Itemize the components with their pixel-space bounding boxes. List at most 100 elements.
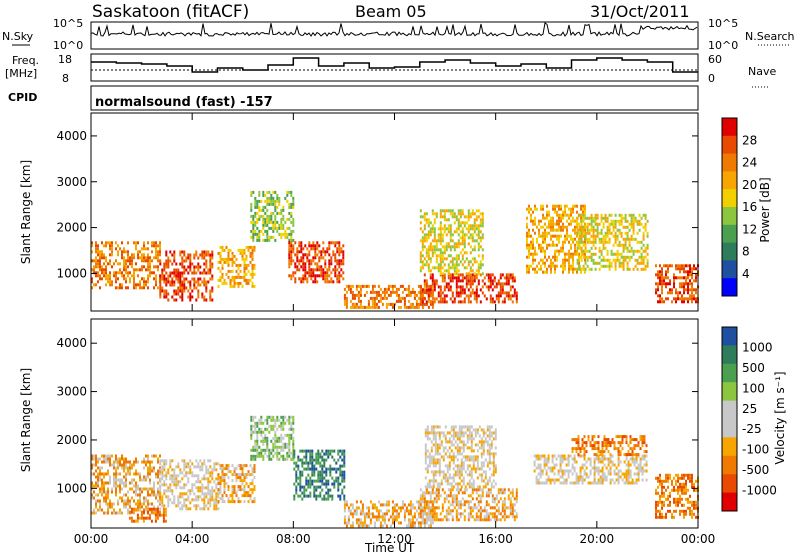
- velocity-cell: [173, 483, 176, 487]
- velocity-cell: [95, 493, 97, 497]
- velocity-cell: [115, 460, 117, 464]
- power-cell: [139, 283, 141, 287]
- velocity-cell: [288, 439, 291, 443]
- power-cell: [576, 204, 578, 208]
- power-cell: [471, 288, 474, 292]
- velocity-cell: [213, 468, 216, 472]
- velocity-cell: [331, 494, 334, 498]
- velocity-band: [419, 488, 518, 522]
- velocity-cell: [301, 458, 304, 462]
- velocity-cell: [421, 494, 424, 498]
- power-cell: [526, 234, 528, 238]
- power-cell: [429, 230, 432, 234]
- power-cell: [249, 278, 252, 282]
- power-cell: [439, 288, 442, 292]
- velocity-cell: [136, 516, 139, 520]
- velocity-cell: [425, 515, 428, 519]
- velocity-cell: [107, 490, 109, 494]
- power-cell: [135, 268, 137, 272]
- power-cell: [147, 262, 149, 266]
- velocity-cell: [133, 499, 135, 503]
- power-cell: [443, 212, 446, 216]
- power-cell: [475, 285, 478, 289]
- velocity-cell: [359, 512, 362, 516]
- velocity-cell: [438, 458, 441, 462]
- power-cell: [209, 292, 212, 296]
- power-cell: [326, 271, 329, 275]
- power-cell: [588, 237, 591, 241]
- velocity-cell: [297, 467, 300, 471]
- power-cell: [155, 247, 157, 251]
- power-cell: [157, 250, 159, 254]
- velocity-cell: [250, 457, 253, 461]
- velocity-cell: [163, 480, 166, 484]
- power-cell: [153, 256, 155, 260]
- power-band: [159, 250, 214, 302]
- power-cell: [149, 259, 151, 263]
- power-cell: [526, 207, 528, 211]
- power-cell: [127, 250, 129, 254]
- power-cell: [276, 196, 279, 200]
- velocity-cell: [515, 497, 518, 501]
- power-cell: [683, 285, 685, 289]
- power-cell: [661, 288, 663, 292]
- velocity-cell: [329, 464, 332, 468]
- velocity-cell: [142, 516, 145, 520]
- velocity-cell: [515, 488, 518, 492]
- velocity-cell: [205, 492, 208, 496]
- velocity-cell: [153, 481, 155, 485]
- velocity-cell: [432, 437, 435, 441]
- power-cell: [538, 243, 540, 247]
- power-cell: [556, 228, 558, 232]
- power-cell: [562, 222, 564, 226]
- velocity-cell: [511, 503, 514, 507]
- velocity-cell: [379, 509, 382, 513]
- velocity-cell: [243, 473, 246, 477]
- power-cell: [393, 290, 396, 294]
- power-cell: [403, 296, 406, 300]
- power-cell: [679, 276, 681, 280]
- velocity-cell: [105, 499, 107, 503]
- velocity-cell: [456, 449, 459, 453]
- velocity-cell: [343, 470, 346, 474]
- velocity-cell: [431, 503, 434, 507]
- power-cell: [280, 223, 283, 227]
- power-cell: [578, 228, 580, 232]
- power-cell: [449, 266, 452, 270]
- velocity-cell: [105, 490, 107, 494]
- power-cell: [592, 258, 595, 262]
- power-cell: [239, 263, 242, 267]
- velocity-cell: [241, 464, 244, 468]
- power-cell: [614, 225, 617, 229]
- power-cell: [596, 225, 599, 229]
- velocity-cell: [237, 500, 240, 504]
- power-cell: [461, 288, 464, 292]
- velocity-cell: [445, 518, 448, 522]
- power-cell: [302, 253, 305, 257]
- velocity-cell: [127, 508, 129, 512]
- power-cell: [101, 253, 103, 257]
- power-cell: [165, 277, 168, 281]
- power-cell: [562, 267, 564, 271]
- power-cell: [193, 265, 196, 269]
- power-cell: [475, 218, 478, 222]
- power-cell: [145, 259, 147, 263]
- velocity-cell: [148, 516, 151, 520]
- power-cell: [403, 299, 406, 303]
- power-cell: [687, 282, 689, 286]
- velocity-cell: [121, 499, 123, 503]
- power-cell: [503, 300, 506, 304]
- power-cell: [530, 219, 532, 223]
- velocity-cell: [499, 488, 502, 492]
- power-cell: [141, 268, 143, 272]
- power-cell: [659, 273, 661, 277]
- power-cell: [433, 227, 436, 231]
- power-cell: [167, 298, 170, 302]
- velocity-cell: [395, 515, 398, 519]
- velocity-cell: [290, 424, 293, 428]
- power-cell: [475, 224, 478, 228]
- power-cell: [606, 216, 609, 220]
- power-cell: [171, 253, 174, 257]
- velocity-cell: [466, 473, 469, 477]
- power-cell: [243, 266, 246, 270]
